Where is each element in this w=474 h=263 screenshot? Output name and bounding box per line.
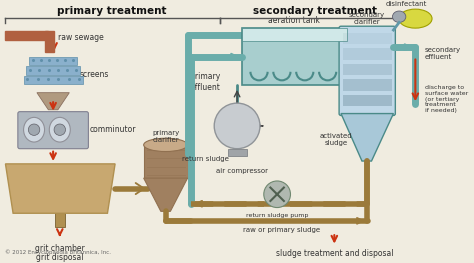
Bar xyxy=(343,48,392,60)
Circle shape xyxy=(54,124,65,135)
Ellipse shape xyxy=(392,11,406,22)
Text: raw or primary sludge: raw or primary sludge xyxy=(243,227,320,234)
Text: © 2012 Encyclopaedia Britannica, Inc.: © 2012 Encyclopaedia Britannica, Inc. xyxy=(6,249,111,255)
Text: grit chamber: grit chamber xyxy=(35,244,85,253)
Text: primary
effluent: primary effluent xyxy=(191,72,221,92)
Bar xyxy=(27,66,80,75)
Text: aeration tank: aeration tank xyxy=(268,16,320,25)
Text: return sludge pump: return sludge pump xyxy=(246,213,308,218)
Polygon shape xyxy=(6,164,115,213)
Text: disinfectant: disinfectant xyxy=(385,1,427,7)
Bar xyxy=(242,28,346,85)
Bar xyxy=(343,79,392,90)
Text: primary treatment: primary treatment xyxy=(57,6,167,16)
Ellipse shape xyxy=(399,9,432,28)
Text: raw sewage: raw sewage xyxy=(58,33,104,42)
Bar xyxy=(343,64,392,75)
Text: secondary treatment: secondary treatment xyxy=(253,6,377,16)
Text: air compressor: air compressor xyxy=(216,168,268,174)
Bar xyxy=(24,75,82,84)
Circle shape xyxy=(264,181,291,208)
Text: secondary
clarifier: secondary clarifier xyxy=(349,12,385,25)
Bar xyxy=(228,149,246,156)
Polygon shape xyxy=(341,114,393,161)
Bar xyxy=(343,33,392,44)
Text: discharge to
surface water
(or tertiary
treatment
if needed): discharge to surface water (or tertiary … xyxy=(425,85,468,113)
FancyBboxPatch shape xyxy=(18,112,88,149)
Text: screens: screens xyxy=(80,70,109,79)
Bar xyxy=(45,31,54,52)
FancyBboxPatch shape xyxy=(339,26,395,115)
Text: sludge treatment and disposal: sludge treatment and disposal xyxy=(275,249,393,258)
Polygon shape xyxy=(37,93,69,110)
Circle shape xyxy=(214,103,260,149)
Circle shape xyxy=(28,124,40,135)
Bar xyxy=(55,213,64,227)
Text: secondary
effluent: secondary effluent xyxy=(425,47,461,60)
Text: comminutor: comminutor xyxy=(89,125,136,134)
Bar xyxy=(343,95,392,106)
Bar xyxy=(6,31,48,41)
Ellipse shape xyxy=(24,117,45,142)
Ellipse shape xyxy=(49,117,70,142)
Text: grit disposal: grit disposal xyxy=(36,253,83,262)
Polygon shape xyxy=(144,178,188,211)
Bar xyxy=(29,57,77,65)
Text: activated
sludge: activated sludge xyxy=(320,133,353,145)
Bar xyxy=(144,145,188,178)
Ellipse shape xyxy=(144,138,188,151)
Text: primary
clarifier: primary clarifier xyxy=(152,130,179,143)
Text: return sludge: return sludge xyxy=(182,156,229,162)
Bar xyxy=(242,28,346,41)
